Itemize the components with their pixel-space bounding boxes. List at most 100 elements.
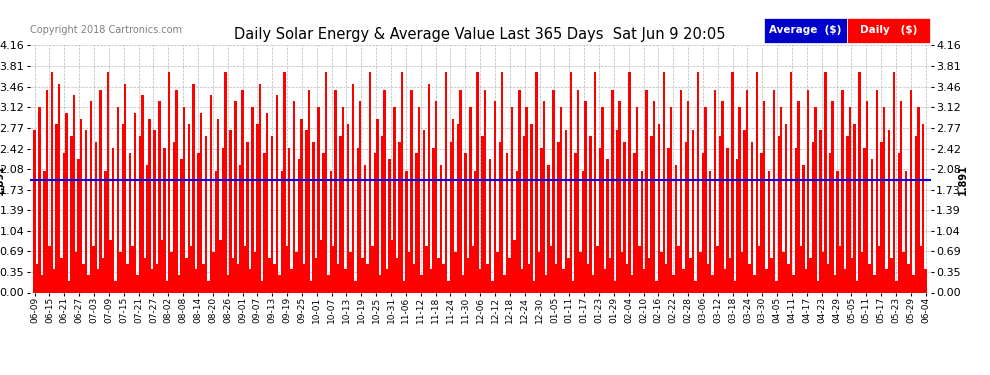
Bar	[114, 281, 117, 292]
Bar	[885, 269, 888, 292]
Bar	[842, 90, 843, 292]
Bar	[883, 107, 885, 292]
Bar	[802, 165, 805, 292]
Bar	[736, 159, 739, 292]
Bar	[780, 107, 782, 292]
Bar	[775, 281, 777, 292]
Bar	[273, 264, 276, 292]
Bar	[893, 72, 895, 292]
Bar	[832, 101, 834, 292]
Bar	[251, 107, 253, 292]
Bar	[55, 124, 57, 292]
Bar	[403, 281, 406, 292]
Bar	[549, 246, 552, 292]
Bar	[564, 130, 567, 292]
Bar	[459, 90, 461, 292]
Bar	[629, 72, 631, 292]
Bar	[807, 90, 810, 292]
Bar	[60, 258, 62, 292]
Bar	[256, 124, 258, 292]
Bar	[401, 72, 403, 292]
Bar	[765, 269, 768, 292]
Bar	[122, 124, 124, 292]
Bar	[234, 101, 237, 292]
Bar	[722, 101, 724, 292]
Bar	[795, 147, 797, 292]
Bar	[875, 90, 878, 292]
Bar	[596, 246, 599, 292]
Bar	[342, 107, 345, 292]
Bar	[271, 136, 273, 292]
Bar	[95, 142, 97, 292]
Bar	[827, 264, 829, 292]
Bar	[440, 165, 443, 292]
Bar	[763, 101, 765, 292]
Bar	[895, 281, 898, 292]
Bar	[785, 124, 787, 292]
Bar	[247, 142, 248, 292]
Bar	[222, 147, 225, 292]
Bar	[134, 113, 137, 292]
Bar	[545, 275, 547, 292]
Bar	[687, 101, 689, 292]
Bar	[491, 281, 494, 292]
Bar	[812, 142, 815, 292]
Bar	[541, 147, 543, 292]
Bar	[719, 136, 722, 292]
Bar	[624, 142, 626, 292]
Bar	[447, 281, 449, 292]
Bar	[915, 136, 917, 292]
Bar	[922, 124, 925, 292]
Bar	[582, 171, 584, 292]
Bar	[49, 246, 50, 292]
Bar	[227, 275, 230, 292]
Bar	[692, 130, 694, 292]
Bar	[496, 252, 499, 292]
Bar	[220, 240, 222, 292]
Bar	[124, 84, 127, 292]
Bar	[599, 147, 601, 292]
Bar	[531, 124, 533, 292]
Bar	[248, 269, 251, 292]
Bar	[501, 72, 503, 292]
Bar	[611, 90, 614, 292]
Bar	[230, 130, 232, 292]
Bar	[689, 258, 692, 292]
Bar	[187, 124, 190, 292]
Bar	[741, 252, 743, 292]
Bar	[533, 281, 536, 292]
Text: 1.891: 1.891	[0, 165, 5, 195]
Bar	[567, 258, 569, 292]
Bar	[592, 275, 594, 292]
Bar	[325, 72, 327, 292]
Bar	[165, 281, 168, 292]
Bar	[724, 269, 727, 292]
Bar	[288, 147, 290, 292]
Bar	[280, 171, 283, 292]
Bar	[516, 171, 518, 292]
Bar	[158, 101, 160, 292]
Bar	[753, 275, 755, 292]
Bar	[168, 72, 170, 292]
Bar	[714, 90, 717, 292]
Bar	[160, 240, 163, 292]
Bar	[508, 258, 511, 292]
Bar	[315, 258, 318, 292]
Bar	[768, 171, 770, 292]
Bar	[57, 84, 60, 292]
Bar	[104, 171, 107, 292]
Bar	[631, 275, 634, 292]
Bar	[518, 90, 521, 292]
Bar	[682, 269, 684, 292]
Bar	[662, 72, 665, 292]
Bar	[349, 252, 351, 292]
Bar	[601, 107, 604, 292]
Bar	[239, 165, 242, 292]
Bar	[782, 252, 785, 292]
Bar	[890, 258, 893, 292]
Bar	[616, 130, 619, 292]
Bar	[67, 281, 70, 292]
Bar	[303, 264, 305, 292]
Bar	[435, 101, 438, 292]
Bar	[406, 171, 408, 292]
